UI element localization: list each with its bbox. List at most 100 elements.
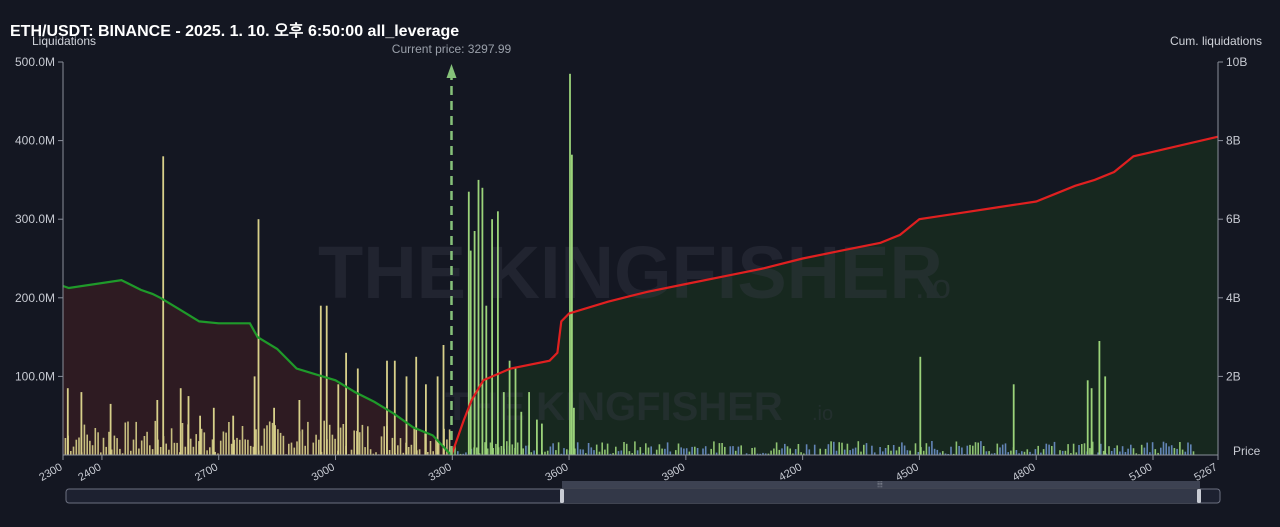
liquidation-bar-peak xyxy=(541,423,543,455)
liquidation-bar xyxy=(655,449,658,455)
liquidation-bar xyxy=(1190,444,1192,455)
liquidation-bar xyxy=(219,440,222,455)
liquidation-bar xyxy=(890,450,892,455)
liquidation-bar xyxy=(612,453,614,455)
liquidation-bar-peak xyxy=(1086,380,1089,455)
liquidation-bar xyxy=(980,441,982,455)
liquidation-bar xyxy=(800,452,802,455)
zoom-selection[interactable] xyxy=(562,489,1200,503)
liquidation-bar xyxy=(1029,451,1031,455)
liquidation-bar xyxy=(745,453,748,455)
liquidation-bar-peak xyxy=(573,407,575,455)
liquidation-bar xyxy=(1140,444,1143,455)
liquidation-bar xyxy=(950,446,952,455)
liquidation-bar xyxy=(952,453,955,455)
liquidation-bar xyxy=(328,424,331,455)
liquidation-bar xyxy=(721,443,723,455)
liquidation-bar xyxy=(683,448,685,455)
liquidation-bar xyxy=(353,430,355,455)
liquidation-bar xyxy=(1179,442,1181,455)
liquidation-bar xyxy=(636,450,639,455)
liquidation-bar xyxy=(1165,443,1167,455)
liquidation-bar xyxy=(323,420,325,455)
liquidation-bar xyxy=(358,432,361,455)
liquidation-bar xyxy=(64,438,67,455)
liquidation-bar-peak xyxy=(536,419,538,455)
liquidation-bar xyxy=(176,442,178,455)
liquidation-bar xyxy=(857,441,860,455)
liquidation-bar xyxy=(775,442,778,455)
liquidation-bar xyxy=(794,449,797,455)
liquidation-bar-peak xyxy=(212,407,215,455)
liquidation-bar xyxy=(435,438,437,455)
liquidation-bar xyxy=(127,421,129,455)
liquidation-bar xyxy=(620,450,623,455)
liquidation-bar xyxy=(222,431,225,455)
liquidation-bar-peak xyxy=(1104,376,1107,455)
liquidation-bar xyxy=(511,444,514,455)
liquidation-bar xyxy=(159,447,162,455)
left-axis-title: Liquidations xyxy=(32,34,97,48)
liquidation-bar xyxy=(1170,445,1173,455)
liquidation-bar xyxy=(1160,447,1162,455)
liquidation-bar-peak xyxy=(393,360,396,455)
liquidation-bar xyxy=(432,451,434,455)
liquidation-bar xyxy=(454,444,456,455)
liquidation-bar xyxy=(991,453,993,455)
liquidation-bar xyxy=(704,446,707,455)
liquidation-bar xyxy=(972,445,974,455)
liquidation-bar xyxy=(764,453,767,455)
liquidation-bar xyxy=(1154,449,1157,455)
liquidation-bar-peak xyxy=(473,231,476,455)
liquidation-bar xyxy=(279,432,282,455)
liquidation-bar xyxy=(130,450,132,455)
liquidation-bar xyxy=(694,446,696,455)
liquidation-bar xyxy=(789,448,791,455)
x-tick-label: 4500 xyxy=(894,461,921,484)
liquidation-bar xyxy=(119,448,121,455)
liquidation-bar xyxy=(124,422,127,455)
liquidation-bar xyxy=(72,446,75,455)
liquidation-bar xyxy=(1089,448,1091,455)
liquidation-bar xyxy=(217,453,219,455)
liquidation-bar xyxy=(154,420,157,455)
liquidation-bar xyxy=(781,448,783,455)
x-tick-label: 5267 xyxy=(1192,461,1219,484)
zoom-top-bar[interactable] xyxy=(562,481,1200,488)
liquidation-bar xyxy=(410,444,413,455)
liquidation-bar xyxy=(94,428,97,455)
x-tick-label: 4200 xyxy=(777,461,804,484)
liquidation-bar xyxy=(1061,450,1064,455)
liquidation-bar xyxy=(830,441,832,455)
liquidation-bar-peak xyxy=(508,360,511,455)
zoom-grip-icon[interactable]: ⦙⦙⦙ xyxy=(877,480,883,489)
liquidation-bar xyxy=(255,429,257,455)
liquidation-bar xyxy=(241,426,244,455)
liquidation-bar xyxy=(977,442,979,455)
liquidation-bar xyxy=(1113,448,1116,455)
liquidation-bar xyxy=(437,440,440,455)
liquidation-bar xyxy=(879,447,881,455)
liquidation-bar xyxy=(898,446,900,455)
liquidation-bar xyxy=(1021,451,1023,455)
left-tick-label: 500.0M xyxy=(15,55,55,69)
liquidation-bar xyxy=(249,445,252,455)
liquidation-bar xyxy=(383,426,385,455)
liquidation-bar xyxy=(211,439,214,455)
liquidation-bar xyxy=(756,453,759,455)
liquidation-bar xyxy=(645,443,647,455)
zoom-right-handle[interactable] xyxy=(1197,489,1201,503)
liquidation-bar xyxy=(506,441,508,455)
liquidation-bar xyxy=(102,437,105,455)
liquidation-bar xyxy=(824,448,827,455)
left-tick-label: 400.0M xyxy=(15,134,55,148)
liquidation-bar xyxy=(639,447,642,455)
liquidation-bar xyxy=(143,436,146,455)
current-price-arrow-icon xyxy=(446,64,457,78)
liquidation-bar xyxy=(688,451,691,455)
liquidation-bar-peak xyxy=(528,392,530,455)
liquidation-bar xyxy=(339,427,342,455)
liquidation-bar-peak xyxy=(298,400,301,455)
right-axis-title: Cum. liquidations xyxy=(1169,34,1262,48)
zoom-left-handle[interactable] xyxy=(560,489,564,503)
